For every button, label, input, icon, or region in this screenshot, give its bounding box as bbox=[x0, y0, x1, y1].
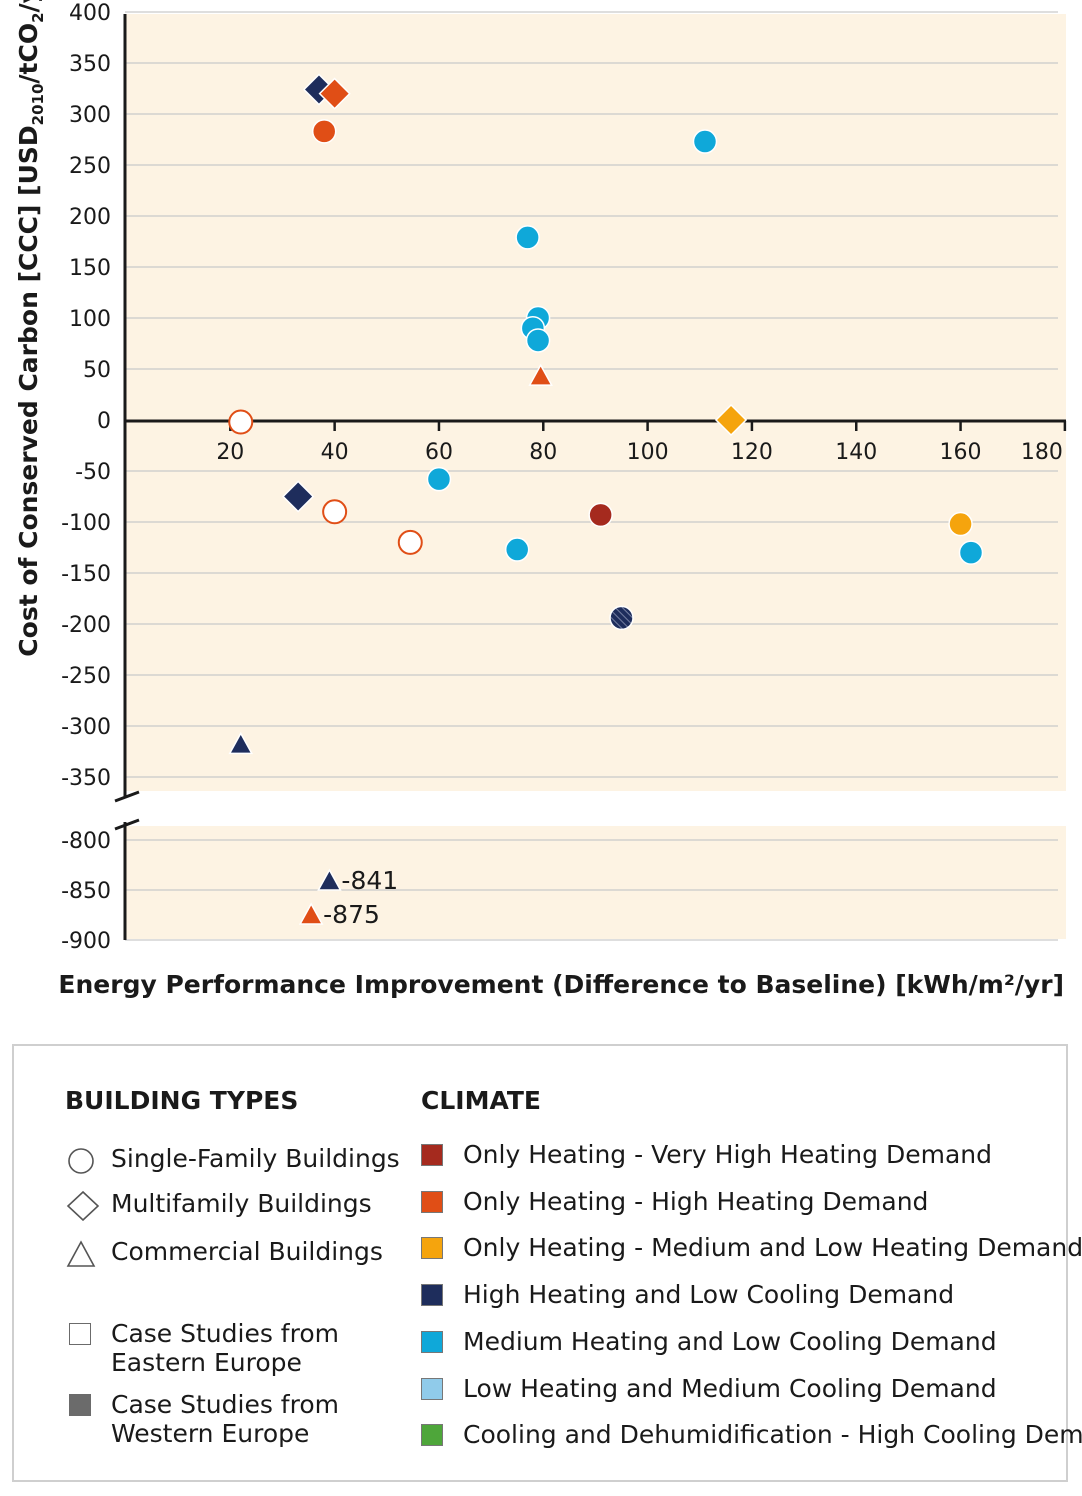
circle-point bbox=[311, 119, 337, 144]
point-value-label: -875 bbox=[323, 900, 380, 929]
y-tick-label: 100 bbox=[69, 307, 111, 332]
climate-label: Only Heating - High Heating Demand bbox=[463, 1186, 929, 1216]
x-axis-title: Energy Performance Improvement (Differen… bbox=[58, 970, 1064, 999]
building-type-label: Multifamily Buildings bbox=[111, 1189, 372, 1218]
climate-heading: CLIMATE bbox=[421, 1086, 541, 1115]
y-tick-label: 400 bbox=[69, 1, 111, 26]
y-tick-label: 200 bbox=[69, 205, 111, 230]
climate-swatch bbox=[421, 1237, 443, 1260]
climate-swatch bbox=[421, 1377, 443, 1400]
point-value-label: -841 bbox=[341, 866, 398, 895]
circle-point bbox=[958, 540, 984, 565]
y-tick-label: 50 bbox=[83, 358, 111, 383]
plot-background-upper bbox=[125, 14, 1066, 791]
circle-point bbox=[426, 466, 452, 492]
y-tick-label: 350 bbox=[69, 52, 111, 77]
diamond-icon bbox=[66, 1190, 100, 1225]
axis-break-mark bbox=[114, 818, 140, 831]
circle-icon bbox=[66, 1146, 96, 1180]
y-tick-labels: 400 350 300 250 200 150 100 50 0 -50 -100 -150 -200 -… bbox=[61, 1, 111, 954]
climate-label: High Heating and Low Cooling Demand bbox=[463, 1280, 955, 1310]
building-type-label: Single-Family Buildings bbox=[111, 1144, 400, 1173]
triangle-point bbox=[298, 902, 324, 925]
climate-label: Cooling and Dehumidification - High Cool… bbox=[463, 1420, 1082, 1450]
x-tick-label: 140 bbox=[835, 440, 877, 465]
diamond-point bbox=[318, 77, 351, 110]
x-tick-label: 80 bbox=[529, 440, 557, 465]
y-tick-label: -150 bbox=[61, 562, 111, 587]
x-tick-label: 100 bbox=[627, 440, 669, 465]
y-tick-label: -350 bbox=[61, 766, 111, 791]
case-study-label-line: Case Studies from bbox=[111, 1319, 339, 1348]
triangle-point bbox=[317, 868, 342, 891]
climate-label: Only Heating - Medium and Low Heating De… bbox=[463, 1233, 1082, 1263]
climate-label: Only Heating - Very High Heating Demand bbox=[463, 1140, 992, 1169]
x-tick-labels: 20 40 60 80 100 120 140 160 180 bbox=[216, 421, 1067, 465]
circle-point bbox=[588, 502, 613, 528]
scatter-chart: 400 350 300 250 200 150 100 50 0 -50 -100 -150 -200 -… bbox=[14, 0, 1067, 999]
legend: BUILDING TYPES CLIMATE Single-Family Bui… bbox=[12, 1044, 1082, 1482]
circle-point bbox=[228, 409, 254, 435]
point-annotations: -841 -875 bbox=[323, 866, 398, 929]
y-tick-label: -800 bbox=[61, 829, 111, 854]
y-tick-label: -100 bbox=[61, 511, 111, 536]
diamond-point bbox=[282, 480, 315, 513]
triangle-icon bbox=[66, 1239, 96, 1273]
plot-background-lower bbox=[125, 826, 1066, 939]
x-tick-label: 180 bbox=[1021, 440, 1063, 465]
circle-point bbox=[948, 511, 973, 537]
climate-label: Low Heating and Medium Cooling Demand bbox=[463, 1373, 997, 1403]
y-tick-label: 250 bbox=[69, 154, 111, 179]
climate-swatch bbox=[421, 1190, 443, 1213]
circle-point bbox=[609, 605, 634, 631]
circle-point bbox=[322, 499, 348, 525]
case-study-label-line: Eastern Europe bbox=[111, 1348, 302, 1377]
y-tick-label: 150 bbox=[69, 256, 111, 281]
y-tick-label: -50 bbox=[75, 460, 111, 485]
building-types-heading: BUILDING TYPES bbox=[65, 1086, 299, 1115]
y-axis-title: Cost of Conserved Carbon [CCC] [USD2010/… bbox=[14, 0, 47, 657]
y-tick-label: 0 bbox=[97, 409, 111, 434]
x-tick-label: 40 bbox=[321, 440, 349, 465]
x-tick-label: 20 bbox=[216, 440, 244, 465]
case-study-label-line: Western Europe bbox=[111, 1419, 310, 1448]
y-tick-label: -250 bbox=[61, 664, 111, 689]
case-study-label: Case Studies from Eastern Europe bbox=[111, 1319, 339, 1377]
circle-point bbox=[515, 225, 540, 250]
data-points bbox=[228, 73, 984, 925]
filled-square-icon bbox=[69, 1394, 91, 1416]
axes bbox=[114, 14, 1066, 940]
climate-label: Medium Heating and Low Cooling Demand bbox=[463, 1326, 997, 1356]
case-study-label-line: Case Studies from bbox=[111, 1390, 339, 1419]
y-tick-label: -200 bbox=[61, 613, 111, 638]
triangle-point bbox=[228, 731, 254, 755]
building-type-label: Commercial Buildings bbox=[111, 1237, 383, 1266]
y-tick-label: -900 bbox=[61, 929, 111, 954]
y-tick-label: -300 bbox=[61, 715, 111, 740]
circle-point bbox=[525, 328, 551, 353]
x-tick-label: 60 bbox=[425, 440, 453, 465]
y-tick-label: -850 bbox=[61, 879, 111, 904]
circle-point bbox=[397, 529, 423, 555]
x-tick-label: 120 bbox=[731, 440, 773, 465]
circle-point bbox=[692, 129, 718, 154]
case-study-label: Case Studies from Western Europe bbox=[111, 1390, 339, 1448]
climate-swatch bbox=[421, 1330, 443, 1353]
diamond-point bbox=[714, 403, 748, 437]
axis-break-mark bbox=[114, 790, 140, 803]
climate-swatch bbox=[421, 1284, 443, 1307]
circle-point bbox=[504, 537, 530, 562]
y-tick-label: 300 bbox=[69, 103, 111, 128]
climate-swatch bbox=[421, 1424, 443, 1447]
climate-swatch bbox=[421, 1144, 443, 1166]
open-square-icon bbox=[69, 1323, 91, 1345]
triangle-point bbox=[528, 363, 553, 386]
x-tick-label: 160 bbox=[940, 440, 982, 465]
